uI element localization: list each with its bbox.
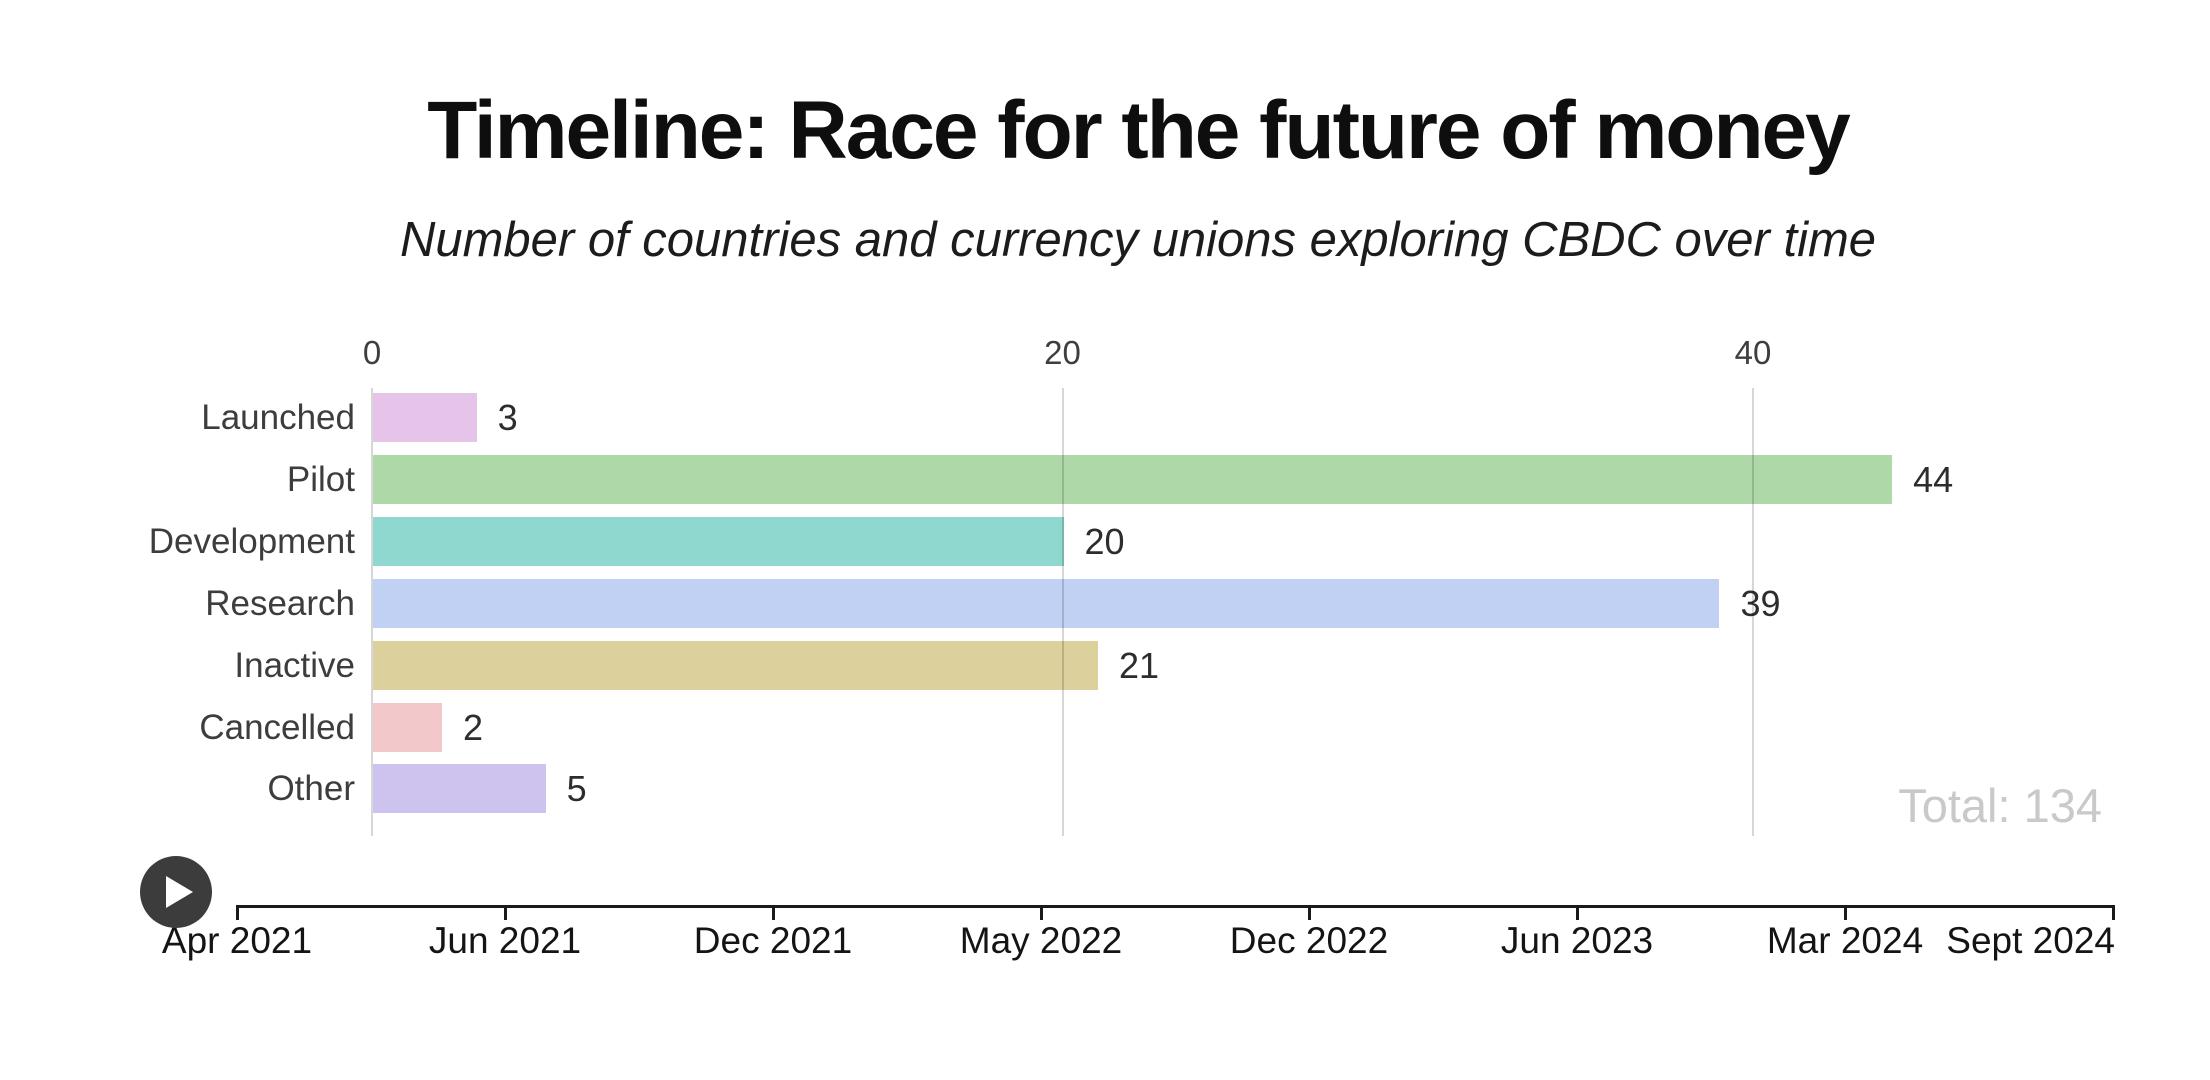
bar-cancelled[interactable] [373, 702, 443, 752]
value-label: 44 [1913, 458, 1954, 500]
timeline-tick-2 [771, 905, 775, 920]
value-label: 3 [497, 397, 518, 438]
category-label: Research [205, 583, 355, 623]
value-label: 20 [1084, 520, 1125, 562]
timeline-tick-7 [2111, 905, 2115, 920]
bar-other[interactable] [373, 764, 546, 814]
bar-row-cancelled: Cancelled 2 [0, 702, 2210, 752]
timeline-date-label: Mar 2024 [1766, 920, 1924, 961]
timeline-date-label: Sept 2024 [1946, 920, 2115, 961]
bar-row-launched: Launched 3 [0, 393, 2210, 442]
timeline-date-label: Jun 2023 [1500, 920, 1654, 961]
gridline-0 [371, 388, 373, 836]
category-label: Pilot [286, 459, 355, 499]
value-label: 39 [1740, 582, 1781, 624]
timeline-tick-0 [235, 905, 239, 920]
category-label: Cancelled [199, 707, 355, 747]
bar-row-pilot: Pilot 44 [0, 454, 2210, 504]
bar-development[interactable] [373, 516, 1064, 566]
timeline-date-label: Apr 2021 [161, 920, 313, 961]
bar-row-inactive: Inactive 21 [0, 640, 2210, 690]
timeline-tick-6 [1843, 905, 1847, 920]
timeline-slider-track[interactable] [237, 905, 2114, 908]
x-axis-tick-label: 0 [362, 334, 382, 371]
timeline-date-label: Jun 2021 [428, 920, 582, 961]
bar-row-other: Other 5 [0, 764, 2210, 814]
bar-row-research: Research 39 [0, 578, 2210, 628]
timeline-date-label: Dec 2022 [1229, 920, 1389, 961]
timeline-tick-4 [1307, 905, 1311, 920]
bar-row-development: Development 20 [0, 516, 2210, 566]
play-icon [166, 876, 193, 908]
bar-launched[interactable] [373, 393, 477, 442]
chart-subtitle: Number of countries and currency unions … [399, 213, 1877, 267]
total-label: Total: 134 [1898, 779, 2102, 832]
category-label: Inactive [234, 645, 355, 685]
gridline-40 [1752, 388, 1754, 836]
bar-inactive[interactable] [373, 640, 1099, 690]
bar-pilot[interactable] [373, 454, 1893, 504]
value-label: 5 [566, 768, 587, 810]
timeline-tick-3 [1039, 905, 1043, 920]
x-axis-tick-label: 40 [1734, 334, 1772, 371]
value-label: 21 [1119, 644, 1160, 686]
category-label: Launched [201, 398, 355, 437]
category-label: Other [267, 769, 355, 809]
category-label: Development [148, 521, 355, 561]
timeline-date-label: Dec 2021 [693, 920, 853, 961]
bar-research[interactable] [373, 578, 1720, 628]
play-button[interactable] [140, 856, 212, 928]
timeline-date-label: May 2022 [959, 920, 1123, 961]
x-axis-tick-label: 20 [1044, 334, 1081, 371]
value-label: 2 [463, 706, 484, 748]
timeline-tick-1 [503, 905, 507, 920]
timeline-tick-5 [1575, 905, 1579, 920]
gridline-20 [1061, 388, 1064, 836]
chart-title: Timeline: Race for the future of money [427, 85, 1851, 176]
